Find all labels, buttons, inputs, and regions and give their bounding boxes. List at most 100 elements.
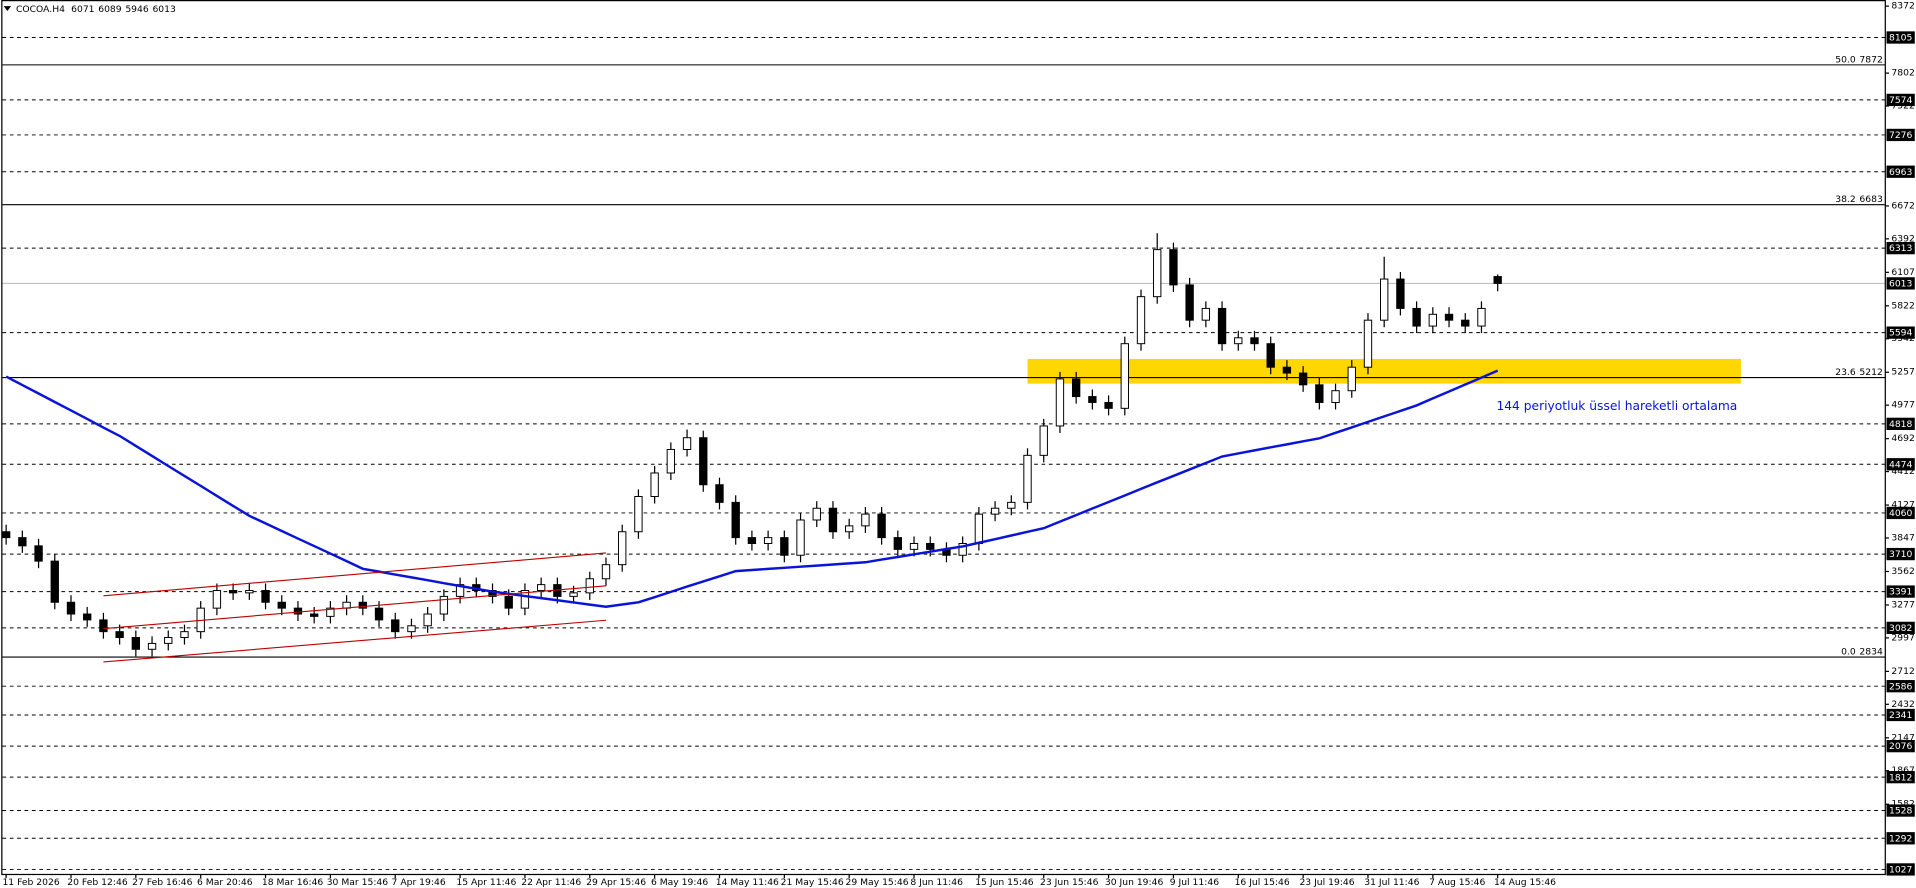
support-zone — [1027, 358, 1741, 384]
fib-ratio: 50.0 — [1835, 54, 1856, 65]
candle-body — [569, 592, 578, 597]
level-label: 3391 — [1889, 587, 1912, 598]
level-box — [1886, 417, 1915, 430]
level-label: 4818 — [1889, 419, 1913, 430]
candle-body — [1153, 249, 1162, 298]
candle-body — [715, 484, 724, 503]
y-tick-label: 4127 — [1891, 500, 1915, 511]
x-tick-label: 14 May 11:46 — [716, 877, 779, 888]
x-tick-label: 30 Jun 19:46 — [1105, 877, 1164, 888]
x-tick-label: 6 Mar 20:46 — [197, 877, 253, 888]
y-tick-label: 6672 — [1891, 200, 1914, 211]
level-label: 4060 — [1889, 508, 1913, 519]
candle-body — [407, 625, 416, 633]
channel-line — [103, 552, 607, 597]
level-box — [1886, 739, 1915, 753]
candle-body — [1380, 278, 1389, 321]
y-tick-label: 2997 — [1891, 632, 1915, 643]
candle-body — [1444, 313, 1454, 321]
y-tick-label: 3847 — [1891, 532, 1915, 543]
candle-body — [520, 590, 530, 609]
candle-body — [1282, 366, 1292, 374]
candle-body — [147, 642, 157, 650]
candle-body — [309, 613, 319, 617]
level-label: 3082 — [1889, 623, 1912, 634]
ema-annotation: 144 periyotluk üssel hareketli ortalama — [1496, 399, 1737, 413]
candle-body — [634, 495, 643, 533]
level-label: 2341 — [1889, 710, 1912, 721]
candle-body — [245, 590, 254, 594]
y-tick-label: 1582 — [1891, 799, 1914, 810]
x-tick-label: 20 Feb 12:46 — [67, 877, 128, 888]
fib-value: 6683 — [1859, 194, 1883, 205]
candle-body — [1298, 372, 1308, 386]
candle-body — [1039, 425, 1048, 456]
x-tick-label: 22 Apr 11:46 — [521, 877, 581, 888]
candle-body — [974, 513, 984, 544]
level-label: 7276 — [1889, 130, 1913, 141]
candle-body — [585, 578, 594, 594]
y-tick-label: 2147 — [1891, 732, 1915, 743]
level-box — [1886, 585, 1915, 598]
candle-body — [1007, 501, 1016, 509]
y-tick-label: 2712 — [1891, 666, 1914, 677]
candle-body — [731, 501, 740, 539]
level-box — [1886, 708, 1915, 722]
fib-value: 5212 — [1859, 367, 1882, 378]
fib-ratio: 38.2 — [1835, 194, 1856, 205]
candle-body — [277, 601, 286, 609]
candle-body — [1071, 378, 1081, 398]
candle-body — [99, 619, 108, 633]
x-tick-label: 7 Aug 15:46 — [1429, 877, 1485, 888]
level-box — [1886, 771, 1915, 784]
x-tick-label: 6 May 19:46 — [651, 877, 708, 888]
candle-body — [326, 607, 335, 617]
candle-body — [455, 584, 465, 597]
candle-body — [1428, 313, 1437, 327]
x-tick-label: 8 Jun 11:46 — [910, 877, 963, 888]
candle-body — [845, 525, 854, 533]
fib-label: 0.0 2834 — [1841, 646, 1883, 657]
level-layer — [2, 37, 1886, 870]
candle-body — [34, 545, 43, 562]
candle-body — [164, 637, 173, 644]
level-box — [1886, 326, 1915, 339]
candle-body — [958, 543, 967, 556]
candle-body — [926, 543, 935, 550]
candle-body — [115, 631, 124, 639]
x-tick-label: 11 Feb 2026 — [2, 877, 59, 888]
y-tick-label: 3562 — [1891, 566, 1914, 577]
symbol: COCOA.H4 — [16, 4, 65, 15]
y-tick-label: 3277 — [1891, 599, 1915, 610]
x-tick-label: 23 Jun 15:46 — [1040, 877, 1099, 888]
candle-body — [212, 590, 222, 609]
x-tick-label: 16 Jul 15:46 — [1235, 877, 1290, 888]
level-box — [1886, 458, 1915, 471]
candle-body — [1234, 337, 1243, 345]
candle-body — [828, 507, 838, 533]
candle-body — [66, 601, 76, 615]
candle-body — [780, 537, 789, 556]
menu-triangle — [3, 6, 12, 12]
level-box — [1886, 547, 1915, 561]
x-tick-label: 31 Jul 11:46 — [1364, 877, 1419, 888]
candle-body — [261, 590, 270, 603]
header-low: 5946 — [125, 4, 149, 15]
fib-value: 2834 — [1859, 646, 1883, 657]
level-box — [1886, 93, 1915, 107]
header-open: 6071 — [71, 4, 94, 15]
candle-body — [893, 537, 902, 550]
candle-body — [1331, 390, 1340, 403]
zone-layer — [1027, 358, 1741, 384]
fib-ratio: 0.0 — [1841, 646, 1856, 657]
candle-body — [1461, 319, 1470, 327]
candle-body — [909, 543, 919, 550]
candle-body — [1315, 384, 1324, 403]
y-tick-label: 4977 — [1891, 400, 1915, 411]
candle-body — [358, 601, 367, 609]
candle-body — [293, 607, 303, 615]
level-label: 1292 — [1889, 833, 1912, 844]
candle-body — [374, 607, 384, 621]
